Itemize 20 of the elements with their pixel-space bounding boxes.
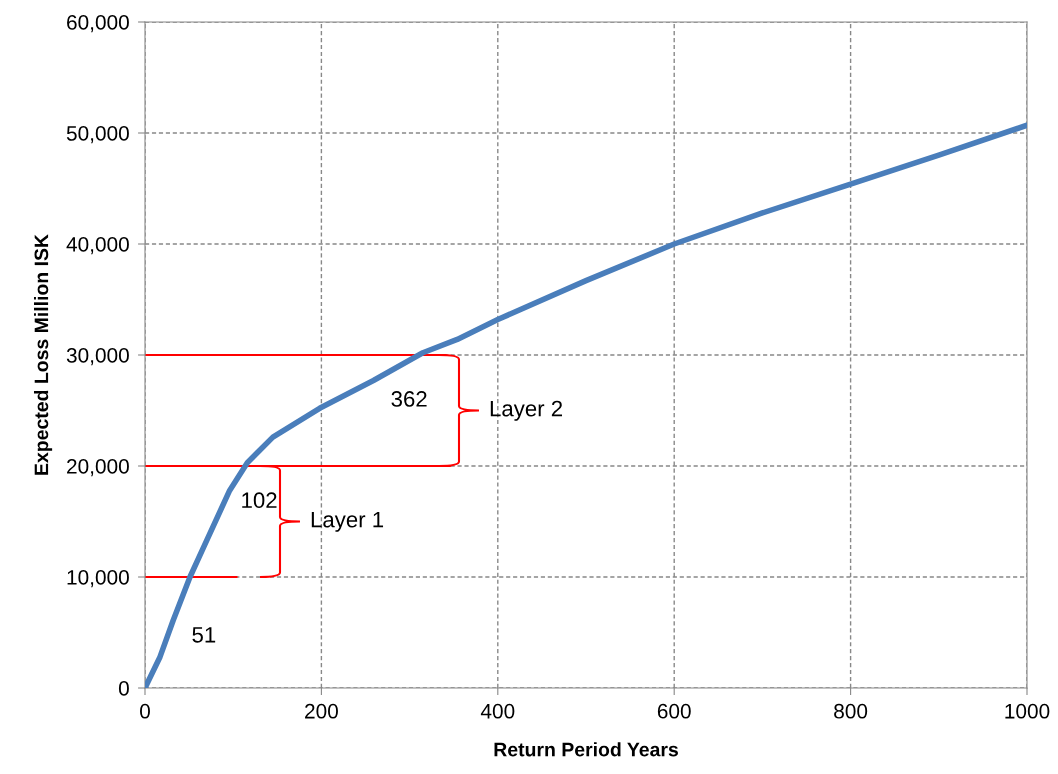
annotation: 102 xyxy=(242,492,277,509)
y-tick-label: 10,000 xyxy=(67,570,129,588)
y-tick-label: 60,000 xyxy=(67,15,129,33)
x-tick-label: 0 xyxy=(140,703,150,719)
x-axis-title: Return Period Years xyxy=(494,742,678,757)
y-tick-label: 50,000 xyxy=(66,126,129,144)
y-tick-label: 0 xyxy=(118,681,129,696)
y-tick-label: 20,000 xyxy=(67,459,129,477)
x-tick-label: 800 xyxy=(834,703,868,719)
y-axis-title: Expected Loss Million ISK xyxy=(33,234,53,475)
x-tick-label: 400 xyxy=(480,703,515,719)
y-tick-label: 30,000 xyxy=(66,348,129,366)
x-tick-label: 200 xyxy=(305,703,338,719)
annotation: Layer 2 xyxy=(490,400,563,421)
annotation: 362 xyxy=(391,391,427,407)
y-tick-label: 40,000 xyxy=(66,237,129,255)
x-tick-label: 1000 xyxy=(1005,703,1050,719)
annotation: Layer 1 xyxy=(311,511,384,532)
annotation: 51 xyxy=(192,627,216,643)
x-tick-label: 600 xyxy=(657,703,691,719)
